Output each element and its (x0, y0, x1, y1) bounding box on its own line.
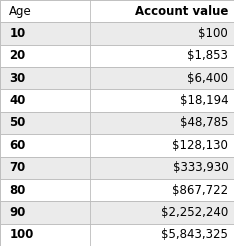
Text: $6,400: $6,400 (187, 72, 228, 85)
Text: $48,785: $48,785 (180, 117, 228, 129)
Text: $100: $100 (198, 27, 228, 40)
Bar (0, 156, 234, 179)
Text: Account value: Account value (135, 5, 228, 18)
Bar (0, 22, 234, 45)
Text: 60: 60 (9, 139, 26, 152)
Text: 10: 10 (9, 27, 26, 40)
Text: $867,722: $867,722 (172, 184, 228, 197)
Bar (0, 201, 234, 224)
Text: 20: 20 (9, 49, 26, 62)
Text: $128,130: $128,130 (172, 139, 228, 152)
Bar (0, 90, 234, 112)
Text: 80: 80 (9, 184, 26, 197)
Text: $333,930: $333,930 (173, 161, 228, 174)
Bar (0, 224, 234, 246)
Bar (0, 0, 234, 22)
Bar (0, 112, 234, 134)
Bar (0, 67, 234, 90)
Text: 100: 100 (9, 228, 34, 241)
Text: $1,853: $1,853 (187, 49, 228, 62)
Text: $18,194: $18,194 (180, 94, 228, 107)
Text: 30: 30 (9, 72, 26, 85)
Text: 90: 90 (9, 206, 26, 219)
Bar (0, 134, 234, 156)
Bar (0, 45, 234, 67)
Text: $5,843,325: $5,843,325 (161, 228, 228, 241)
Text: 40: 40 (9, 94, 26, 107)
Text: 50: 50 (9, 117, 26, 129)
Bar (0, 179, 234, 201)
Text: 70: 70 (9, 161, 26, 174)
Text: Age: Age (9, 5, 32, 18)
Text: $2,252,240: $2,252,240 (161, 206, 228, 219)
